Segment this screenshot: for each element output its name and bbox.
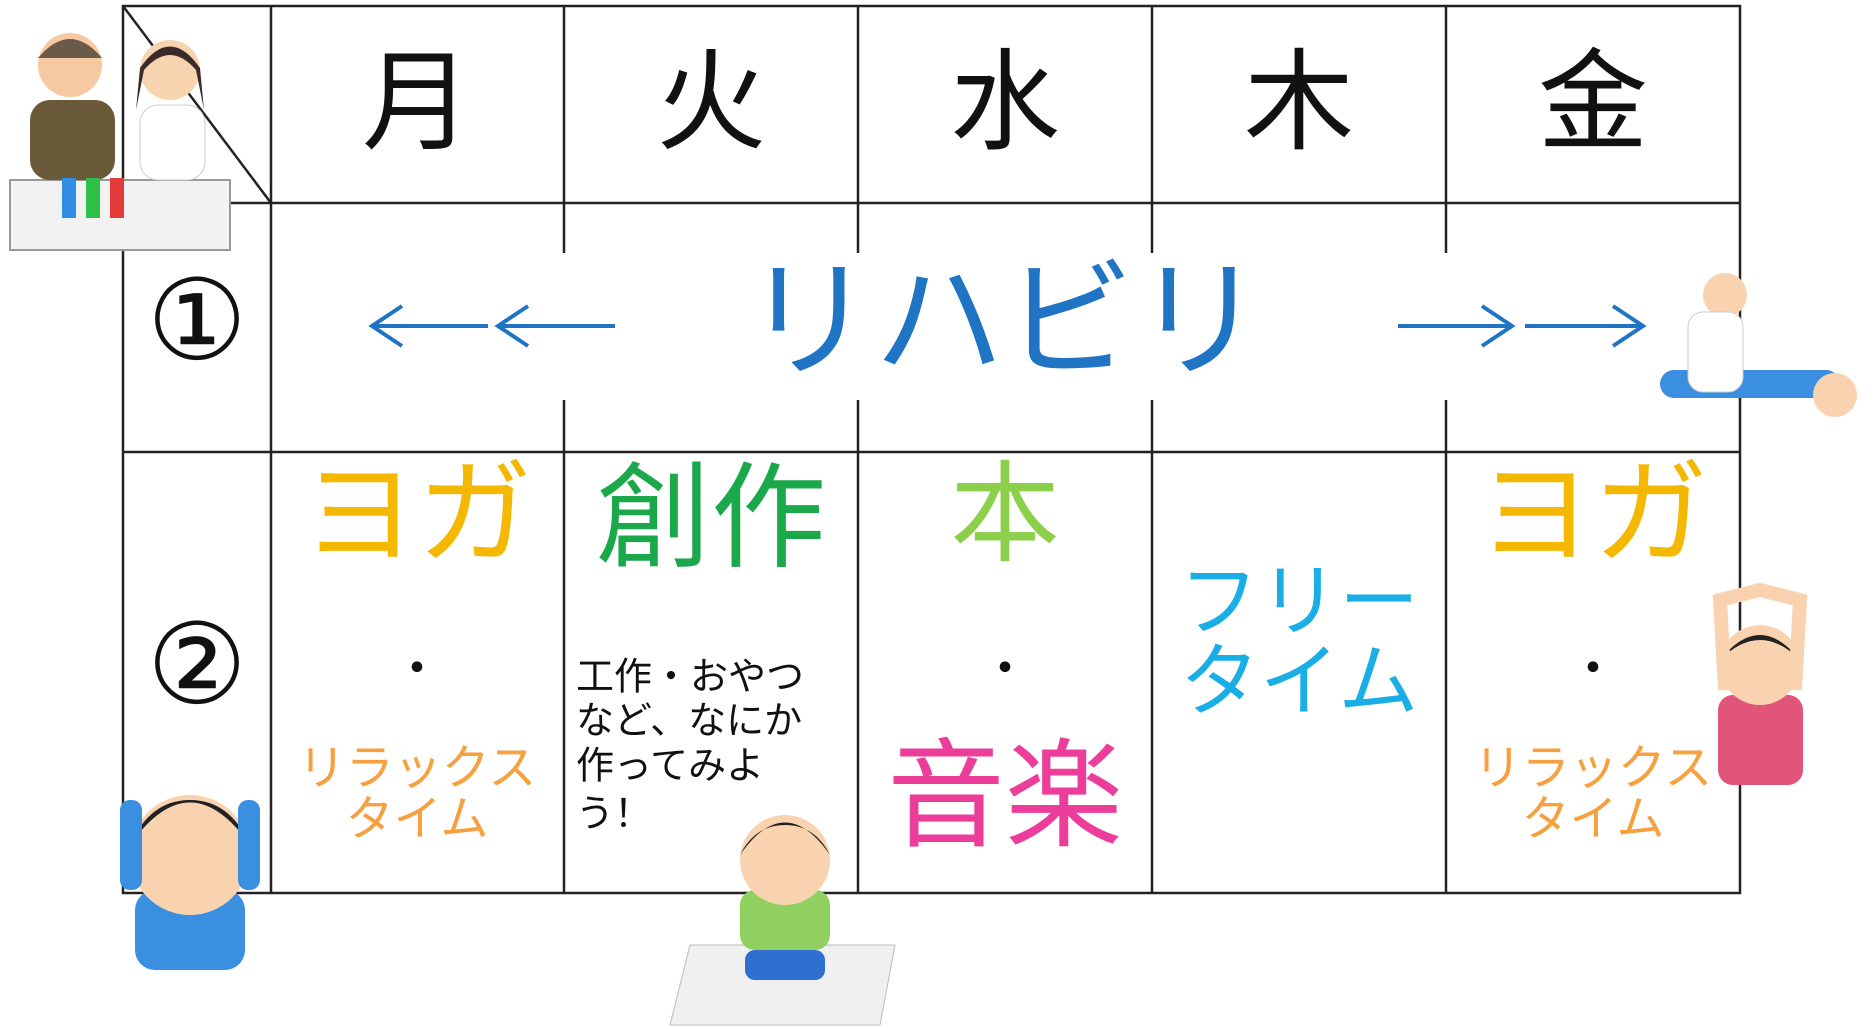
separator-dot: ・ — [1568, 640, 1618, 698]
row-label: ② — [147, 600, 247, 730]
activity-title: 本 — [950, 450, 1060, 578]
day-header: 木 — [1244, 38, 1354, 166]
activity-rehab: リハビリ — [744, 245, 1264, 397]
day-header: 火 — [656, 38, 766, 166]
activity-sub: 音楽 — [887, 727, 1123, 865]
illustration-crafting-boy — [669, 815, 896, 1026]
illustration-rehab-lying — [1660, 273, 1857, 417]
illustration-stretch-boy — [120, 795, 260, 970]
activity-title: ヨガ — [302, 448, 532, 582]
illustration-therapy — [9, 33, 231, 251]
activity-note: 作ってみよ — [576, 744, 764, 788]
activity-note: う！ — [576, 792, 652, 836]
day-header: 金 — [1538, 38, 1648, 166]
activity-title: 創作 — [596, 452, 826, 586]
activity-title: タイム — [1180, 635, 1418, 728]
activity-sub: タイム — [1521, 791, 1664, 847]
activity-title: フリー — [1179, 555, 1419, 648]
activity-note: 工作・おやつ — [576, 655, 804, 699]
separator-dot: ・ — [980, 640, 1030, 698]
activity-note: など、なにか — [576, 699, 802, 743]
table-grid — [121, 4, 1742, 895]
activity-sub: タイム — [345, 791, 488, 847]
activity-sub: リラックス — [1474, 740, 1713, 796]
separator-dot: ・ — [392, 640, 442, 698]
arrows — [368, 304, 1647, 348]
activity-sub: リラックス — [298, 740, 537, 796]
illustration-stretch-woman — [1712, 582, 1808, 785]
day-header: 水 — [950, 38, 1060, 166]
row-label: ① — [147, 256, 247, 386]
day-header: 月 — [362, 38, 472, 166]
activity-title: ヨガ — [1478, 448, 1708, 582]
